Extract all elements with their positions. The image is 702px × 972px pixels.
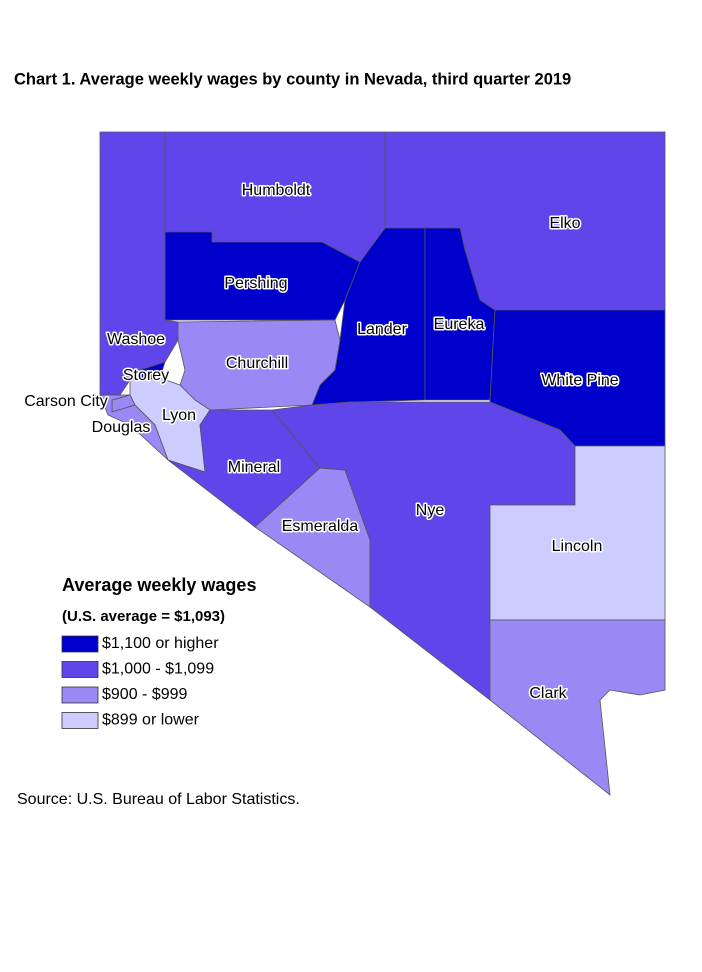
county-label: White Pine [541,372,618,389]
map-title: Chart 1. Average weekly wages by county … [14,70,571,88]
legend: Average weekly wages (U.S. average = $1,… [61,575,256,729]
county-label: Esmeralda [282,518,359,535]
county-label: Lyon [162,407,196,424]
county [424,227,496,401]
county-label: Storey [123,367,169,384]
legend-label: $899 or lower [102,712,200,729]
county-label: Washoe [107,331,165,348]
county [489,619,666,796]
county-label: Douglas [92,419,151,436]
map [99,131,666,796]
county-label: Nye [416,502,445,519]
source-note: Source: U.S. Bureau of Labor Statistics. [17,791,300,808]
county-label: Mineral [228,459,280,476]
county-labels: Humboldt Elko Pershing Lander Eureka Whi… [23,181,621,704]
county-label: Carson City [24,393,108,410]
county-label: Lincoln [552,538,603,555]
county [99,394,169,461]
county [177,319,341,411]
county-label: Clark [529,685,567,702]
legend-swatch [61,635,99,653]
county-label: Eureka [434,316,485,333]
legend-label: $1,000 - $1,099 [102,661,214,678]
county-label: Elko [549,215,580,232]
legend-swatch [61,661,99,678]
legend-label: $900 - $999 [102,686,188,703]
county [139,361,166,381]
legend-label: $1,100 or higher [102,635,219,652]
county-label: Humboldt [242,182,311,199]
legend-swatch [61,686,99,704]
county-label: Lander [357,321,407,338]
legend-title: Average weekly wages [62,575,256,595]
county-label: Churchill [226,355,288,372]
legend-swatch [61,712,99,729]
county-label: Pershing [224,275,287,292]
legend-subtitle: (U.S. average = $1,093) [62,608,225,625]
